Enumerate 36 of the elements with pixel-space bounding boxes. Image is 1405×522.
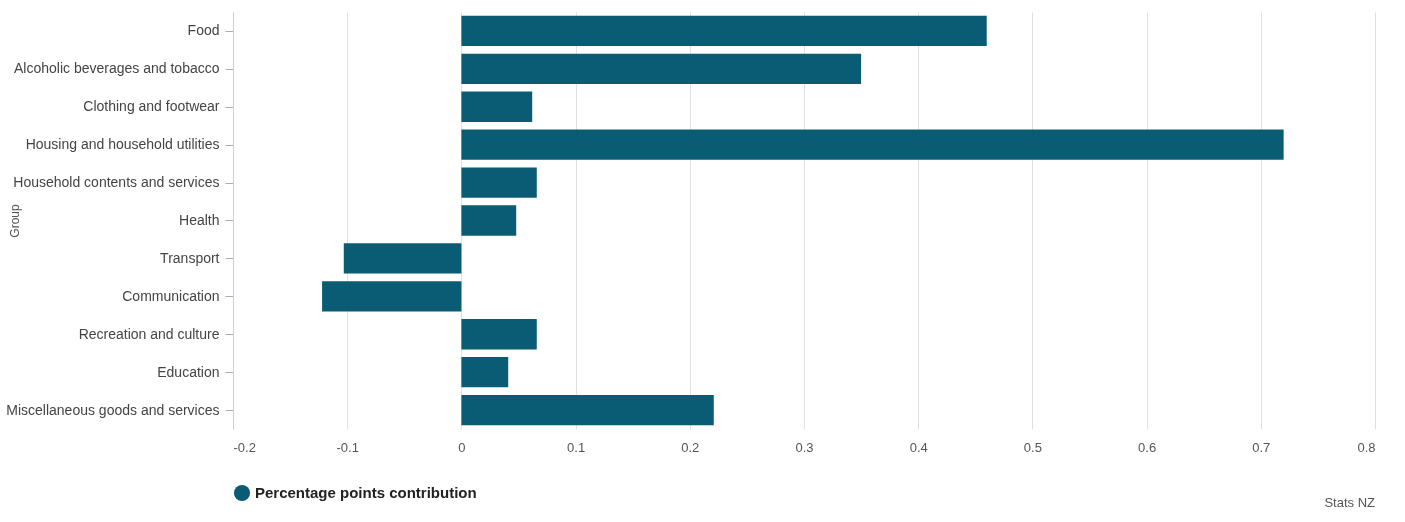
x-tick-label: 0.3 <box>795 439 814 455</box>
y-tick-label: Food <box>187 22 220 39</box>
y-tick-label: Alcoholic beverages and tobacco <box>14 60 220 77</box>
bar <box>461 394 714 426</box>
bar <box>343 243 462 274</box>
y-tick-label: Education <box>157 363 220 380</box>
bar <box>461 205 517 236</box>
bar <box>461 15 987 47</box>
bar <box>461 53 862 85</box>
x-tick-label: -0.1 <box>336 439 359 455</box>
y-tick-label: Housing and household utilities <box>25 136 220 153</box>
y-tick-label: Transport <box>160 249 220 266</box>
x-tick-label: 0.6 <box>1138 439 1157 455</box>
x-tick-label: 0.2 <box>681 439 700 455</box>
x-tick-label: 0.4 <box>909 439 928 455</box>
text: Stats NZ <box>1324 495 1376 510</box>
bar <box>461 129 1284 160</box>
legend-label: Percentage points contribution <box>255 484 477 501</box>
bar <box>461 356 509 388</box>
x-tick-label: 0 <box>458 439 466 455</box>
bar <box>461 167 537 198</box>
bar <box>461 319 537 350</box>
y-axis-title: Group <box>7 204 22 238</box>
x-tick-label: -0.2 <box>233 439 256 455</box>
y-tick-label: Household contents and services <box>13 174 220 191</box>
x-tick-label: 0.5 <box>1023 439 1042 455</box>
x-tick-label: 0.7 <box>1252 439 1271 455</box>
y-tick-label: Recreation and culture <box>78 325 220 342</box>
y-tick-label: Health <box>179 212 220 228</box>
x-tick-label: 0.1 <box>567 439 586 455</box>
y-tick-label: Clothing and footwear <box>83 98 220 115</box>
bar <box>322 281 462 312</box>
x-tick-label: 0.8 <box>1357 439 1376 455</box>
y-tick-label: Miscellaneous goods and services <box>6 401 220 418</box>
y-tick-label: Communication <box>122 287 220 304</box>
bar <box>461 91 533 122</box>
